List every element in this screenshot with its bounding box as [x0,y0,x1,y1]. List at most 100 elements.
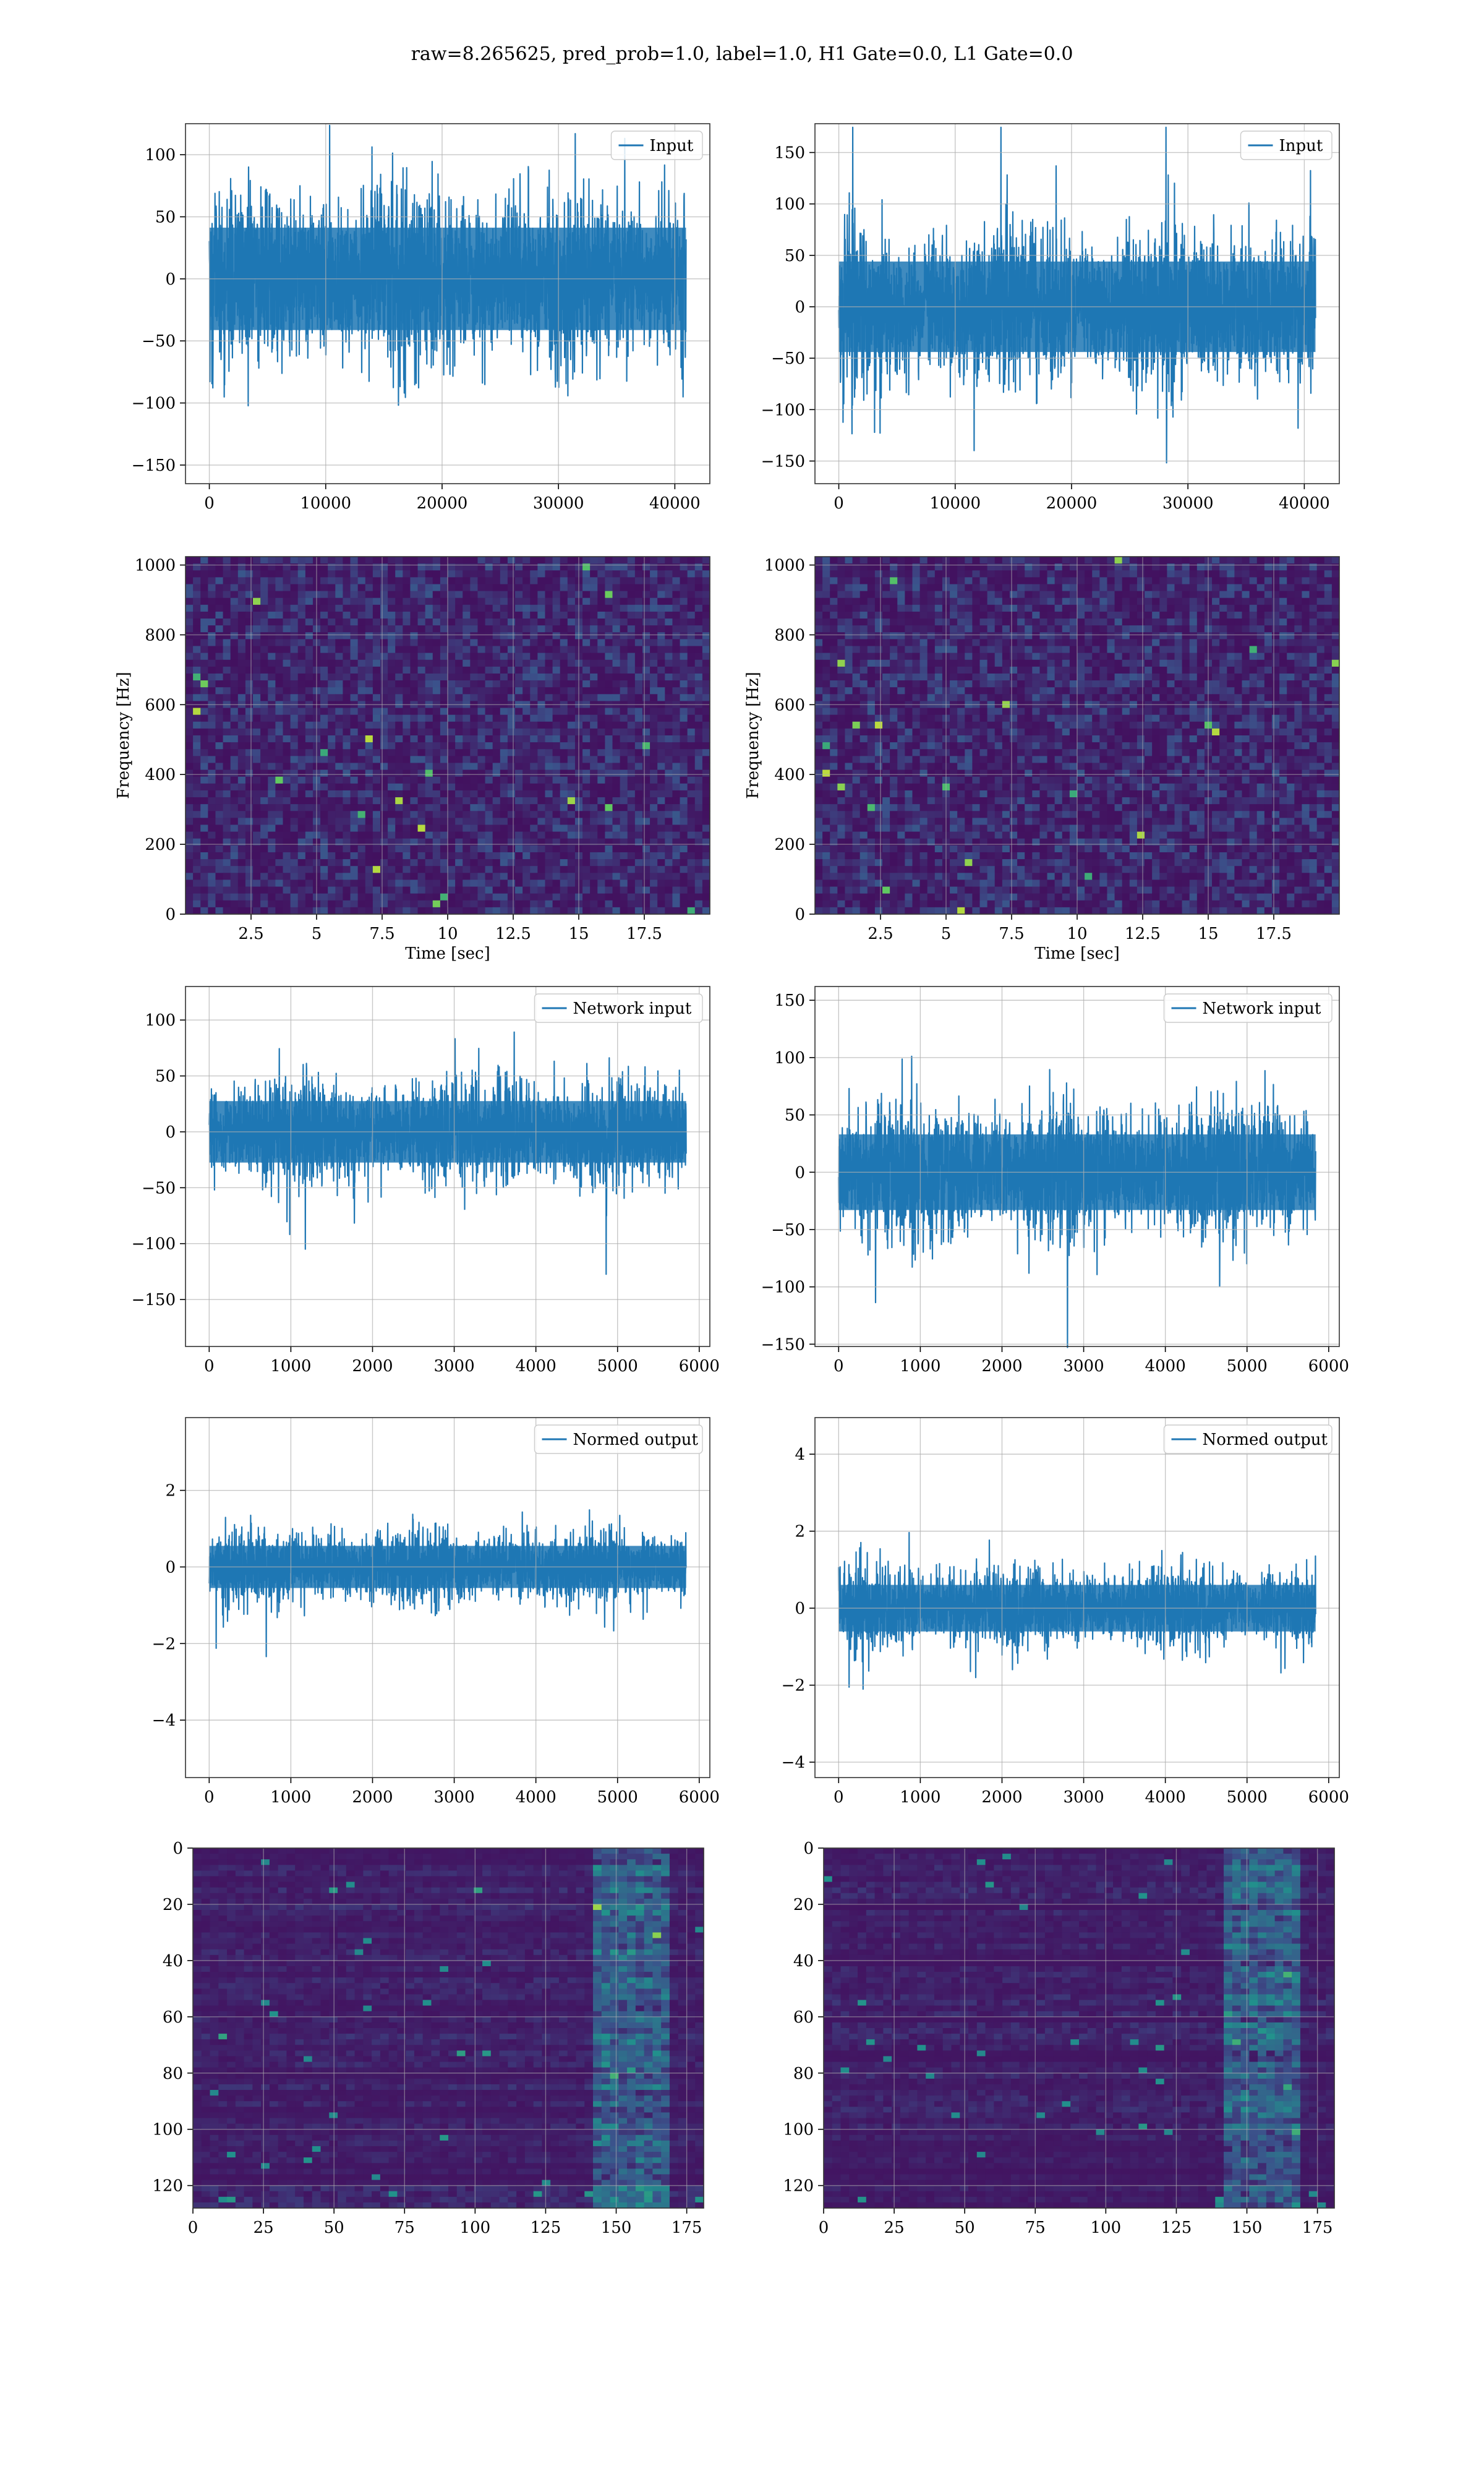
axis-ticks: 0 25 50 75 100 125 150 175 0 20 40 60 80 100 120 [783,1839,1333,2237]
y-tick-label: 50 [785,1106,805,1125]
y-tick-label: −50 [142,332,176,351]
x-tick-label: 12.5 [495,925,531,943]
x-tick-label: 75 [1025,2219,1046,2237]
axes-frame [814,1417,1340,1778]
y-tick-label: 50 [155,1068,176,1086]
y-tick-label: 1000 [764,557,805,575]
normed-output-right-chart: 0 1000 2000 3000 4000 5000 6000 4 2 0 −2 −4 Normed o… [782,1417,1349,1807]
y-tick-label: 200 [145,836,176,854]
y-tick-label: 100 [152,2121,183,2139]
x-tick-label: 0 [204,494,215,513]
y-tick-label: 400 [145,766,176,784]
x-tick-label: 4000 [1145,1357,1186,1376]
figure-title: raw=8.265625, pred_prob=1.0, label=1.0, … [411,43,1073,65]
y-tick-label: 100 [145,1011,176,1030]
y-tick-label: 40 [163,1952,183,1971]
y-tick-label: 2 [165,1482,176,1500]
x-tick-label: 5000 [597,1357,638,1376]
y-tick-label: 120 [783,2177,814,2196]
grid-lines [815,1418,1339,1778]
y-tick-label: 0 [795,1599,805,1618]
x-tick-label: 3000 [1063,1357,1104,1376]
x-tick-label: 5000 [597,1788,638,1807]
y-tick-label: 800 [774,626,805,644]
legend-label: Network input [1203,999,1321,1018]
axis-ticks: 0 1000 2000 3000 4000 5000 6000 150 100 50 0 −50 −10… [761,991,1349,1376]
y-axis-label: Frequency [Hz] [744,672,762,799]
x-tick-label: 2000 [981,1357,1022,1376]
x-tick-label: 0 [204,1357,215,1376]
x-tick-label: 25 [884,2219,905,2237]
x-tick-label: 1000 [270,1357,311,1376]
x-tick-label: 6000 [679,1788,720,1807]
x-tick-label: 10000 [929,494,981,513]
y-tick-label: −2 [782,1677,805,1695]
spectrogram-right-heatmap-cells [815,557,1340,915]
legend-label: Network input [573,999,692,1018]
y-tick-label: 200 [774,836,805,854]
x-tick-label: 7.5 [369,925,394,943]
x-tick-label: 0 [834,1788,844,1807]
y-tick-label: 100 [145,146,176,165]
y-tick-label: 400 [774,766,805,784]
y-tick-label: −100 [132,395,176,413]
y-tick-label: 0 [165,905,176,924]
feature-map-right-chart: 0 25 50 75 100 125 150 175 0 20 40 60 80 100 120 [783,1839,1335,2237]
x-tick-label: 2000 [352,1357,393,1376]
x-axis-label: Time [sec] [1034,944,1120,963]
y-tick-label: 0 [795,1163,805,1182]
x-tick-label: 0 [834,1357,844,1376]
axis-ticks: 0 1000 2000 3000 4000 5000 6000 4 2 0 −2 −4 [782,1445,1349,1807]
legend-label: Normed output [1203,1431,1328,1449]
x-tick-label: 125 [1161,2219,1192,2237]
y-tick-label: −4 [152,1711,176,1730]
y-tick-label: −100 [132,1235,176,1254]
y-tick-label: 600 [145,696,176,714]
y-tick-label: 60 [163,2008,183,2027]
axis-ticks: 0 25 50 75 100 125 150 175 0 20 40 60 80 100 120 [152,1839,702,2237]
y-tick-label: 0 [173,1839,183,1858]
axis-ticks: 0 1000 2000 3000 4000 5000 6000 100 50 0 −50 −100 −1… [132,1011,720,1376]
x-tick-label: 25 [254,2219,274,2237]
legend: Normed output [1163,1424,1333,1454]
x-tick-label: 5 [941,925,952,943]
x-tick-label: 17.5 [1256,925,1292,943]
x-tick-label: 50 [955,2219,975,2237]
axes-frame [185,123,710,484]
x-tick-label: 6000 [1308,1357,1349,1376]
y-tick-label: −100 [761,401,805,419]
x-tick-label: 1000 [270,1788,311,1807]
normed-output-left-chart: 0 1000 2000 3000 4000 5000 6000 2 0 −2 −4 Normed ou… [152,1417,720,1807]
network-input-left-chart: 0 1000 2000 3000 4000 5000 6000 100 50 0 −50 −100 −1… [132,986,720,1376]
y-tick-label: 800 [145,626,176,644]
y-tick-label: 4 [795,1445,805,1464]
axes-frame [192,1847,704,2209]
x-tick-label: 30000 [533,494,584,513]
y-tick-label: −150 [132,1291,176,1309]
y-tick-label: 50 [785,247,805,265]
x-tick-label: 4000 [516,1788,556,1807]
legend: Network input [534,993,703,1023]
x-tick-label: 3000 [433,1357,474,1376]
y-tick-label: −150 [132,456,176,475]
x-tick-label: 2.5 [238,925,263,943]
x-tick-label: 15 [1198,925,1218,943]
legend-label: Normed output [573,1431,699,1449]
x-tick-label: 3000 [433,1788,474,1807]
x-tick-label: 40000 [1279,494,1330,513]
legend-label: Input [650,137,694,155]
y-axis-label: Frequency [Hz] [114,672,133,799]
x-tick-label: 1000 [900,1788,940,1807]
y-tick-label: 2 [795,1523,805,1541]
y-tick-label: −50 [771,349,805,368]
x-tick-label: 3000 [1063,1788,1104,1807]
x-tick-label: 2000 [981,1788,1022,1807]
x-tick-label: 7.5 [999,925,1024,943]
y-tick-label: 60 [793,2008,814,2027]
x-tick-label: 20000 [417,494,468,513]
grid-lines [186,987,710,1346]
x-tick-label: 6000 [1308,1788,1349,1807]
legend: Network input [1163,993,1333,1023]
x-tick-label: 10 [437,925,458,943]
grid-lines [186,1418,710,1778]
